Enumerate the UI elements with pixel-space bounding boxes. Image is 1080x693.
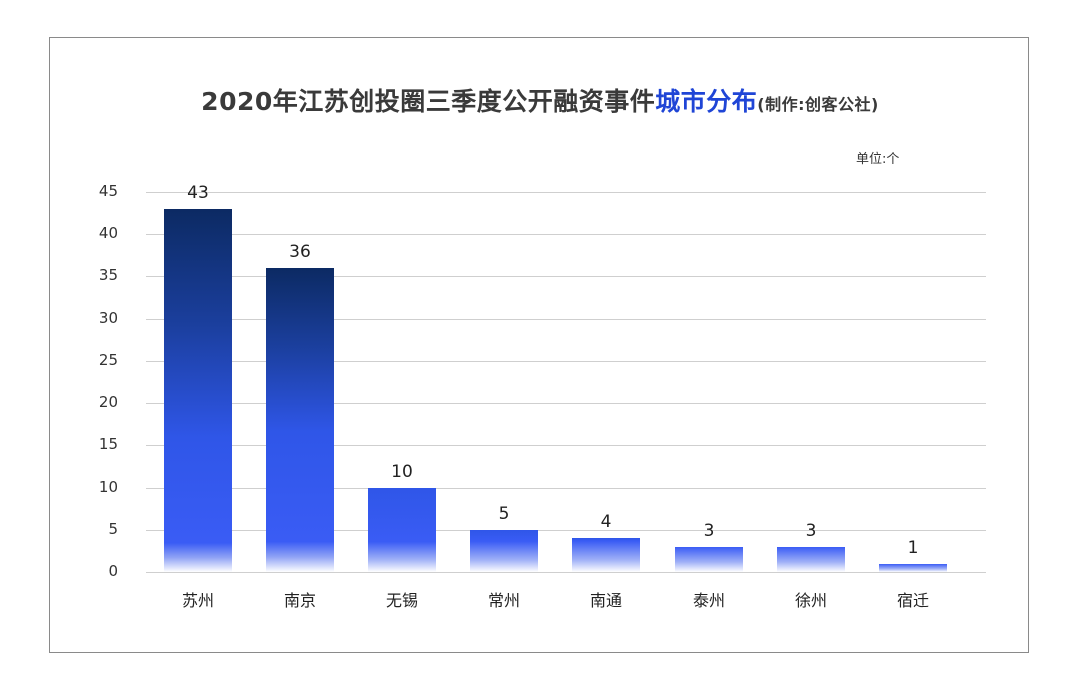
bar-fill bbox=[164, 209, 232, 572]
bar-fill bbox=[572, 538, 640, 572]
x-tick-label: 宿迁 bbox=[896, 591, 929, 610]
y-tick-label: 25 bbox=[98, 351, 118, 369]
y-tick-label: 0 bbox=[108, 562, 118, 580]
gridline bbox=[146, 488, 986, 489]
x-tick-label: 南通 bbox=[589, 591, 622, 610]
bar bbox=[368, 488, 436, 572]
bar-value-label: 36 bbox=[289, 242, 311, 262]
bar-fill bbox=[368, 488, 436, 572]
bar bbox=[164, 209, 232, 572]
gridline bbox=[146, 530, 986, 531]
y-tick-label: 45 bbox=[98, 182, 118, 200]
bar-fill bbox=[266, 268, 334, 572]
bar-value-label: 4 bbox=[600, 512, 612, 532]
x-tick-label: 苏州 bbox=[181, 591, 214, 610]
x-tick-label: 泰州 bbox=[692, 591, 725, 610]
y-tick-label: 5 bbox=[108, 520, 118, 538]
bar bbox=[266, 268, 334, 572]
bar-value-label: 1 bbox=[907, 538, 919, 558]
y-tick-label: 40 bbox=[98, 224, 118, 242]
gridline bbox=[146, 319, 986, 320]
title-credit: (制作:创客公社) bbox=[757, 95, 879, 114]
y-tick-label: 35 bbox=[98, 266, 118, 284]
gridline bbox=[146, 403, 986, 404]
bar-fill bbox=[777, 547, 845, 572]
bar-value-label: 43 bbox=[187, 183, 209, 203]
bar-value-label: 3 bbox=[805, 521, 817, 541]
gridline bbox=[146, 361, 986, 362]
bar-fill bbox=[470, 530, 538, 572]
unit-label: 单位:个 bbox=[856, 152, 900, 167]
x-tick-label: 徐州 bbox=[794, 591, 827, 610]
bar bbox=[572, 538, 640, 572]
bar bbox=[879, 564, 947, 572]
gridline bbox=[146, 572, 986, 573]
x-tick-label: 无锡 bbox=[385, 591, 418, 610]
bar-value-label: 10 bbox=[391, 462, 413, 482]
x-tick-label: 常州 bbox=[487, 591, 520, 610]
y-tick-label: 10 bbox=[98, 478, 118, 496]
gridline bbox=[146, 234, 986, 235]
title-main: 2020年江苏创投圈三季度公开融资事件 bbox=[201, 87, 656, 116]
x-tick-label: 南京 bbox=[283, 591, 316, 610]
bar-fill bbox=[675, 547, 743, 572]
y-tick-label: 15 bbox=[98, 435, 118, 453]
bar bbox=[470, 530, 538, 572]
y-tick-label: 20 bbox=[98, 393, 118, 411]
bar-value-label: 3 bbox=[703, 521, 715, 541]
gridline bbox=[146, 276, 986, 277]
bar-value-label: 5 bbox=[498, 504, 510, 524]
bar bbox=[777, 547, 845, 572]
y-tick-label: 30 bbox=[98, 309, 118, 327]
bar bbox=[675, 547, 743, 572]
chart-title: 2020年江苏创投圈三季度公开融资事件城市分布(制作:创客公社) bbox=[0, 82, 1080, 118]
gridline bbox=[146, 445, 986, 446]
gridline bbox=[146, 192, 986, 193]
bar-fill bbox=[879, 564, 947, 572]
title-highlight: 城市分布 bbox=[655, 87, 758, 116]
